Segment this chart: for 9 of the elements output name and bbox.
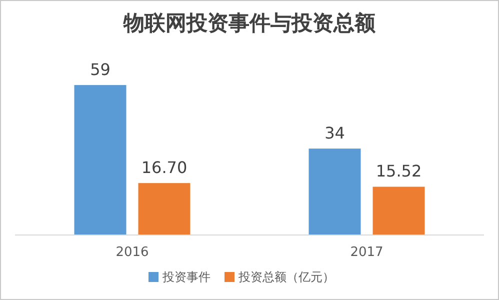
- data-label: 16.70: [141, 158, 188, 178]
- data-label: 34: [324, 124, 345, 143]
- data-label: 15.52: [376, 162, 422, 181]
- x-tick-label: 2017: [350, 245, 384, 260]
- chart-title: 物联网投资事件与投资总额: [122, 11, 376, 35]
- legend-label: 投资事件: [162, 270, 210, 284]
- x-tick-label: 2016: [116, 245, 149, 260]
- legend-label: 投资总额（亿元）: [238, 270, 334, 284]
- data-label: 59: [90, 60, 110, 80]
